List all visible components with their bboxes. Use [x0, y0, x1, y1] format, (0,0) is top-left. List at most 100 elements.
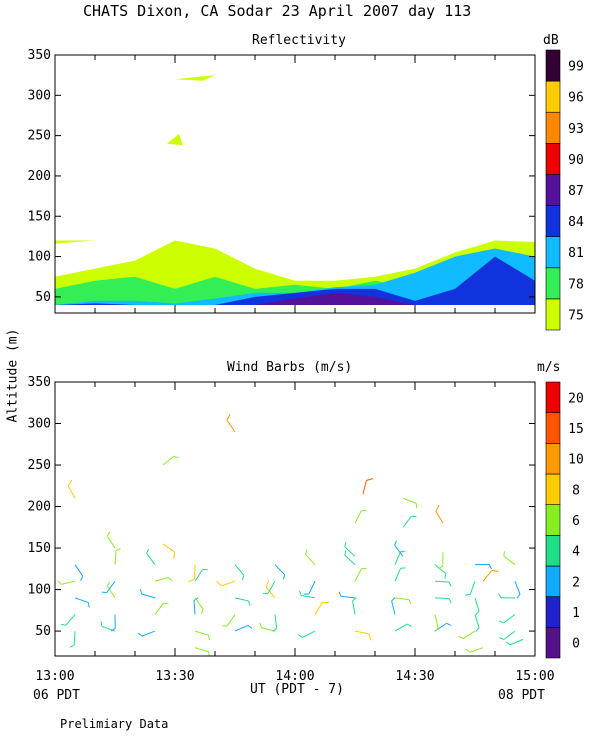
wind-barb-flag: [411, 515, 417, 518]
wind-barb: [194, 597, 204, 610]
y-tick-label: 300: [28, 417, 51, 432]
wind-barb: [434, 614, 439, 629]
plot-frame: [54, 381, 536, 657]
wind-barb: [341, 595, 356, 599]
colorbar-label: 6: [572, 514, 580, 529]
colorbar-swatch: [545, 412, 561, 444]
wind-barb-flag: [394, 540, 397, 546]
wind-barb-flag: [458, 636, 464, 640]
wind-barb-flag: [400, 550, 406, 553]
y-tick-label: 350: [28, 48, 51, 63]
reflectivity-region-81: [55, 248, 535, 305]
colorbar-label: 2: [572, 575, 580, 590]
wind-barb-flag: [67, 479, 73, 487]
wind-barb-flag: [434, 627, 439, 632]
wind-barb-flag: [188, 578, 195, 583]
wind-barb: [434, 564, 447, 575]
wind-barb: [194, 569, 204, 582]
colorbar-swatch: [545, 381, 561, 413]
wind-barb: [402, 515, 412, 528]
wind-barb-flag: [69, 644, 75, 648]
wind-barb-flag: [475, 610, 480, 616]
x-tick-label: 13:30: [155, 669, 194, 684]
wind-barb-flag: [259, 622, 262, 628]
wind-barb: [394, 623, 408, 632]
colorbar-swatch: [545, 596, 561, 628]
wind-barb: [221, 580, 236, 587]
wind-barb-flag: [415, 503, 418, 509]
wind-barb: [305, 554, 316, 566]
wind-barb: [106, 585, 116, 599]
wind-barb-flag: [499, 637, 505, 640]
wind-barb: [162, 543, 175, 553]
x-tick-label: 14:30: [395, 669, 434, 684]
colorbar-label: 90: [568, 153, 584, 168]
right-time-note: 08 PDT: [498, 688, 545, 703]
wind-barb-flag: [265, 580, 270, 588]
wind-barb-flag: [226, 413, 231, 421]
wind-barb-flag: [200, 609, 204, 614]
wind-barb: [234, 624, 248, 632]
wind-barb: [462, 630, 476, 640]
colorbar-label: 99: [568, 60, 584, 75]
wind-barb: [469, 581, 476, 595]
wind-barb-flag: [173, 551, 175, 559]
wind-barb-flag: [168, 577, 173, 582]
colorbar-swatch: [545, 504, 561, 536]
wind-barb-flag: [139, 589, 143, 595]
colorbar-swatch: [545, 49, 561, 82]
wind-barb: [344, 554, 356, 566]
y-tick-label: 100: [28, 250, 51, 265]
wind-barb-flag: [100, 621, 103, 627]
wind-barb: [354, 630, 369, 635]
left-time-note: 06 PDT: [33, 688, 80, 703]
wind-barb: [226, 420, 236, 433]
wind-barb: [154, 576, 169, 582]
wind-barb-flag: [106, 581, 111, 587]
wind-barb-flag: [57, 580, 62, 585]
colorbar-swatch: [545, 627, 561, 659]
wind-barb: [503, 630, 516, 640]
wind-barb: [141, 593, 156, 599]
wind-barb-flag: [163, 602, 169, 605]
wind-barb: [344, 546, 356, 557]
wind-barb: [265, 586, 276, 599]
wind-barb: [274, 614, 278, 629]
colorbar-label: 87: [568, 184, 584, 199]
colorbar-label: 4: [572, 545, 580, 560]
wind-barb: [74, 597, 89, 603]
y-tick-label: 200: [28, 500, 51, 515]
x-tick-label: 13:00: [35, 669, 74, 684]
wind-barb-flag: [110, 628, 116, 632]
x-tick-label: 15:00: [515, 669, 554, 684]
wind-barb: [106, 580, 116, 593]
wind-barb: [503, 614, 516, 624]
wind-barb: [65, 614, 76, 626]
wind-barb-flag: [304, 549, 308, 555]
wind-barb: [162, 455, 175, 466]
wind-barb: [514, 581, 521, 595]
wind-barb: [434, 597, 450, 600]
colorbar-swatch: [545, 443, 561, 475]
colorbar-swatch: [545, 535, 561, 567]
wind-barb-flag: [503, 551, 505, 557]
colorbar-label: 75: [568, 308, 584, 323]
footer-note: Prelimiary Data: [60, 717, 169, 731]
wind-barb: [394, 568, 401, 582]
wind-barb: [194, 647, 209, 653]
wind-barb: [509, 638, 524, 646]
wind-barb-flag: [446, 622, 452, 626]
wind-barb-flag: [498, 593, 502, 599]
wind-barb: [141, 630, 156, 637]
wind-barb-flag: [465, 648, 471, 653]
reflectivity-region-87: [55, 292, 535, 305]
chart2-title: Wind Barbs (m/s): [227, 360, 353, 375]
reflectivity-patch-upper: [175, 75, 215, 81]
wind-barb: [503, 555, 516, 566]
wind-barb-flag: [248, 600, 251, 606]
y-tick-label: 250: [28, 458, 51, 473]
wind-barb-flag: [400, 567, 406, 569]
wind-barb-flag: [207, 635, 211, 641]
wind-barb-flag: [391, 597, 396, 602]
